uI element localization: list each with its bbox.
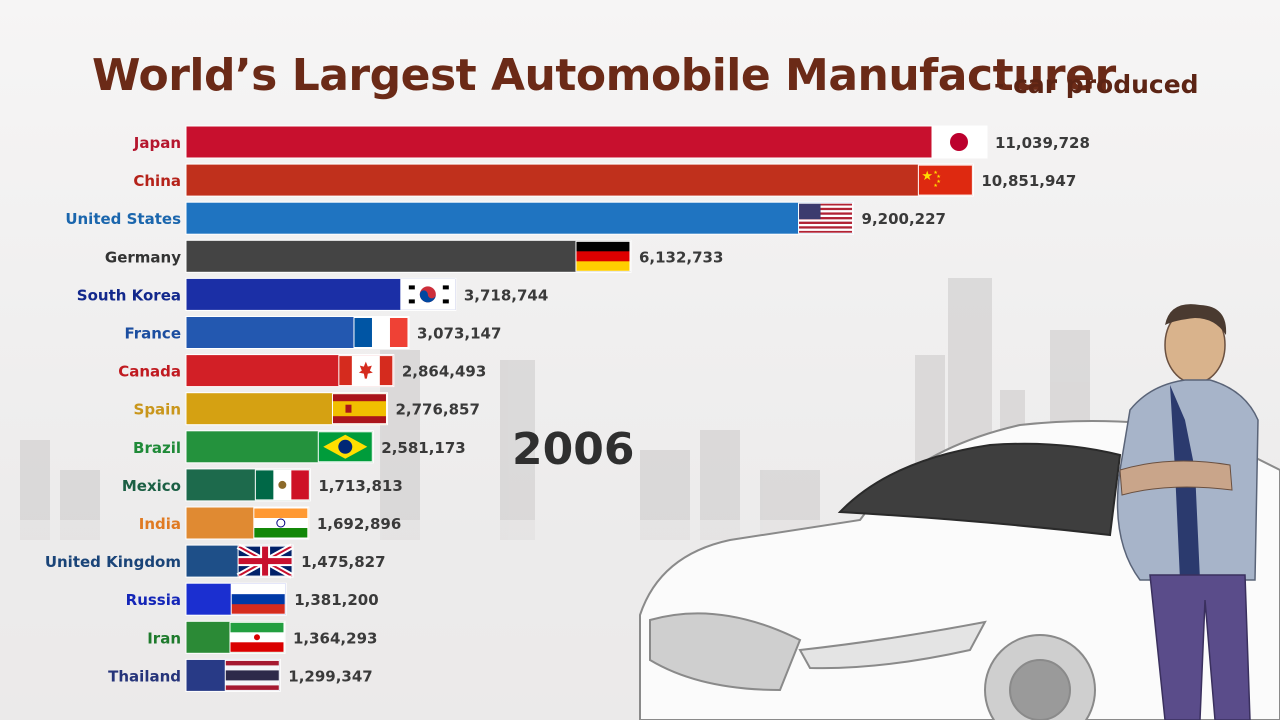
spain-flag-icon	[331, 393, 387, 425]
value-label-china: 10,851,947	[981, 172, 1076, 190]
category-label-india: India	[139, 515, 181, 533]
value-label-spain: 2,776,857	[395, 401, 479, 419]
value-label-russia: 1,381,200	[294, 591, 378, 609]
japan-flag-icon	[931, 126, 987, 158]
india-flag-icon	[253, 507, 309, 539]
category-label-thailand: Thailand	[108, 667, 181, 685]
category-label-iran: Iran	[147, 629, 181, 647]
value-label-india: 1,692,896	[317, 515, 401, 533]
category-label-china: China	[133, 172, 181, 190]
category-label-brazil: Brazil	[133, 439, 181, 457]
bar-germany	[185, 239, 632, 273]
value-label-iran: 1,364,293	[293, 629, 377, 647]
svg-text:★: ★	[933, 183, 938, 189]
brazil-flag-icon	[317, 431, 373, 463]
category-label-spain: Spain	[134, 401, 181, 419]
person-illustration	[1116, 304, 1259, 720]
value-label-canada: 2,864,493	[402, 363, 486, 381]
year-label: 2006	[512, 424, 635, 475]
value-label-germany: 6,132,733	[639, 248, 723, 266]
svg-text:★: ★	[936, 179, 941, 185]
germany-flag-icon	[575, 240, 631, 272]
category-label-mexico: Mexico	[122, 477, 181, 495]
bar-japan	[185, 125, 988, 159]
category-label-united-kingdom: United Kingdom	[45, 553, 181, 571]
value-label-south-korea: 3,718,744	[464, 286, 548, 304]
svg-text:★: ★	[921, 169, 933, 184]
iran-flag-icon	[229, 621, 285, 653]
category-label-germany: Germany	[105, 248, 181, 266]
value-label-france: 3,073,147	[417, 325, 501, 343]
value-label-united-states: 9,200,227	[862, 210, 946, 228]
thailand-flag-icon	[224, 659, 280, 691]
usa-flag-icon	[798, 202, 854, 234]
category-label-france: France	[124, 325, 181, 343]
value-label-thailand: 1,299,347	[288, 667, 372, 685]
chart-subtitle: - car produced	[994, 70, 1199, 99]
svg-text:★: ★	[936, 174, 941, 180]
china-flag-icon: ★ ★★★★	[917, 164, 973, 196]
uk-flag-icon	[236, 543, 294, 579]
value-label-mexico: 1,713,813	[318, 477, 402, 495]
value-label-japan: 11,039,728	[995, 134, 1090, 152]
category-label-russia: Russia	[126, 591, 181, 609]
canada-flag-icon	[338, 355, 394, 387]
category-label-canada: Canada	[118, 363, 181, 381]
mexico-flag-icon	[254, 469, 310, 501]
value-label-united-kingdom: 1,475,827	[301, 553, 385, 571]
south-korea-flag-icon	[400, 278, 456, 310]
category-label-united-states: United States	[65, 210, 181, 228]
bar-china	[185, 163, 974, 197]
category-label-japan: Japan	[133, 134, 181, 152]
russia-flag-icon	[230, 583, 286, 615]
svg-text:★: ★	[933, 170, 938, 176]
category-label-south-korea: South Korea	[77, 286, 181, 304]
france-flag-icon	[353, 317, 409, 348]
value-label-brazil: 2,581,173	[381, 439, 465, 457]
bar-united-states	[185, 201, 855, 235]
chart-title: World’s Largest Automobile Manufacturer	[92, 50, 1116, 101]
